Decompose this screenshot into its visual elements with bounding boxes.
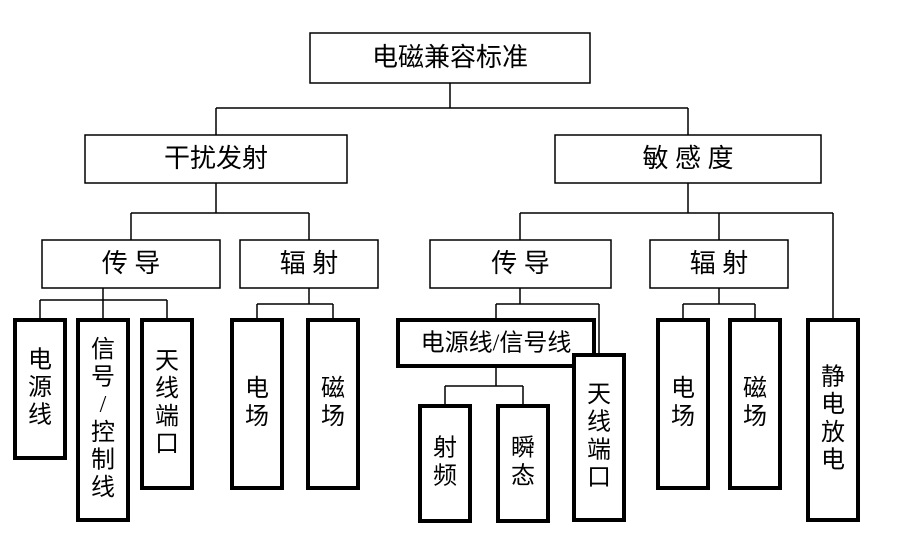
node-l_sig: 信号/控制线 xyxy=(78,320,128,520)
node-label: 辐 射 xyxy=(280,249,339,278)
node-l_e1: 电场 xyxy=(232,320,282,488)
node-n_erad: 辐 射 xyxy=(240,240,378,288)
node-label: 辐 射 xyxy=(690,249,749,278)
node-n_srad: 辐 射 xyxy=(650,240,788,288)
node-label: 电磁兼容标准 xyxy=(372,43,528,72)
node-n_sens: 敏 感 度 xyxy=(555,135,821,183)
node-l_ant2: 天线端口 xyxy=(574,355,624,520)
node-l_ant1: 天线端口 xyxy=(142,320,192,488)
node-l_rf: 射频 xyxy=(420,406,470,521)
node-l_psl: 电源线/信号线 xyxy=(398,320,594,366)
node-label: 干扰发射 xyxy=(164,144,268,173)
node-label: 敏 感 度 xyxy=(642,144,733,173)
node-n_econd: 传 导 xyxy=(42,240,220,288)
node-label: 电源线/信号线 xyxy=(421,330,572,357)
node-l_esd: 静电放电 xyxy=(808,320,858,520)
node-l_tr: 瞬态 xyxy=(498,406,548,521)
node-n_scond: 传 导 xyxy=(430,240,611,288)
node-n_emit: 干扰发射 xyxy=(85,135,347,183)
node-label: 电源线 xyxy=(28,346,52,428)
node-label: 天线端口 xyxy=(155,348,179,457)
node-l_e2: 电场 xyxy=(658,320,708,488)
node-label: 传 导 xyxy=(491,249,550,278)
node-l_pwr: 电源线 xyxy=(15,320,65,458)
node-l_m1: 磁场 xyxy=(308,320,358,488)
node-root: 电磁兼容标准 xyxy=(310,33,590,83)
node-l_m2: 磁场 xyxy=(730,320,780,488)
emc-tree-diagram: 电磁兼容标准干扰发射 敏 感 度传 导 辐 射 传 导 辐 射电源线 信号/控制线 天线端口… xyxy=(0,0,897,546)
node-label: 天线端口 xyxy=(587,382,611,491)
node-label: 传 导 xyxy=(102,249,161,278)
